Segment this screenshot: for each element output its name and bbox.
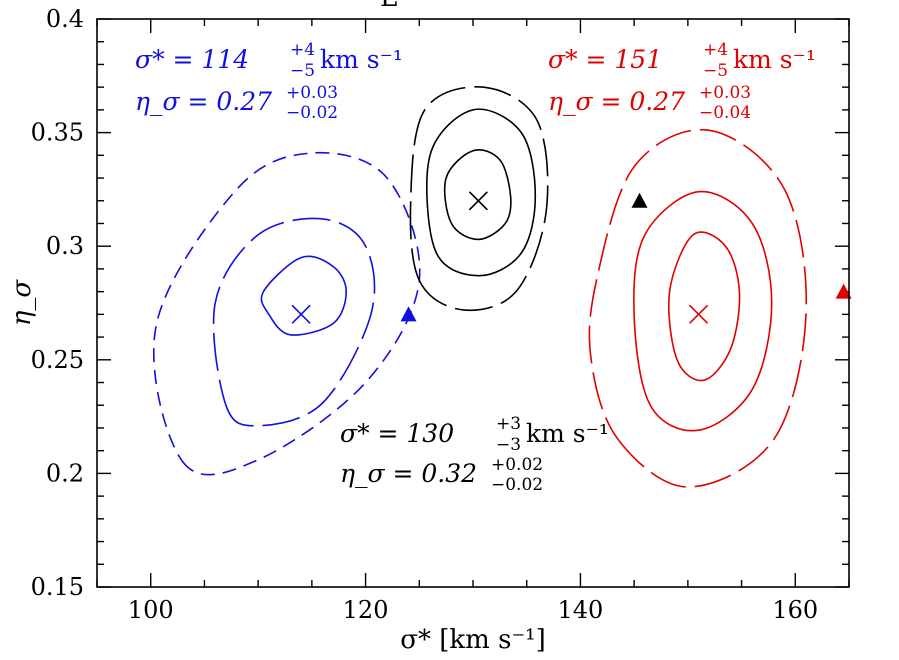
- red-eta-sub: −0.04: [699, 103, 751, 123]
- red-sigma-unit: km s⁻¹: [733, 45, 816, 74]
- black-contour-3: [409, 86, 549, 312]
- x-tick-label: 120: [343, 596, 389, 624]
- blue-eta-label: η_σ = 0.27: [135, 87, 272, 116]
- blue-sigma-sub: −5: [290, 61, 315, 81]
- blue-annotation: σ* = 114 +4 −5 km s⁻¹ η_σ = 0.27 +0.03 −…: [135, 40, 403, 123]
- red-contour-1: [668, 231, 741, 382]
- y-tick-label: 0.25: [31, 346, 84, 374]
- blue-eta-sub: −0.02: [286, 103, 338, 123]
- y-tick-label: 0.35: [31, 119, 84, 147]
- blue-sigma-sup: +4: [290, 40, 315, 60]
- black-annotation: σ* = 130 +3 −3 km s⁻¹ η_σ = 0.32 +0.02 −…: [340, 414, 609, 495]
- red-triangle-marker: [835, 283, 852, 299]
- blue-sigma-label: σ* = 114: [135, 45, 249, 74]
- blue-best-fit-cross: [291, 304, 311, 324]
- red-sigma-sup: +4: [703, 40, 728, 60]
- black-eta-sub: −0.02: [491, 475, 543, 495]
- blue-contour-3: [153, 151, 421, 476]
- blue-eta-sup: +0.03: [286, 83, 338, 103]
- blue-triangle-marker: [400, 306, 417, 322]
- black-eta-label: η_σ = 0.32: [340, 459, 477, 488]
- black-best-fit-cross: [468, 191, 488, 211]
- red-eta-sup: +0.03: [699, 83, 751, 103]
- x-axis-title: σ* [km s⁻¹]: [400, 625, 545, 655]
- ticks-layer: 100 120 140 160 0.15 0.2 0.25 0.3 0.35 0.4: [31, 5, 850, 624]
- contours-layer: [153, 86, 808, 488]
- y-tick-label: 0.15: [31, 573, 84, 601]
- plot-frame: [96, 18, 850, 588]
- black-sigma-sub: −3: [496, 435, 521, 455]
- black-sigma-unit: km s⁻¹: [526, 419, 609, 448]
- black-contour-1: [443, 149, 512, 241]
- red-sigma-label: σ* = 151: [548, 45, 662, 74]
- y-tick-label: 0.2: [46, 459, 84, 487]
- y-tick-label: 0.3: [46, 232, 84, 260]
- red-eta-label: η_σ = 0.27: [548, 87, 685, 116]
- black-triangle-marker: [631, 192, 648, 208]
- black-contour-2: [426, 108, 537, 277]
- black-sigma-sup: +3: [496, 414, 521, 434]
- x-tick-label: 100: [128, 596, 174, 624]
- markers-layer: [291, 191, 852, 324]
- red-annotation: σ* = 151 +4 −5 km s⁻¹ η_σ = 0.27 +0.03 −…: [548, 40, 816, 123]
- black-sigma-label: σ* = 130: [340, 419, 454, 448]
- red-contour-2: [633, 190, 773, 432]
- blue-contour-2: [212, 217, 376, 427]
- red-best-fit-cross: [689, 304, 709, 324]
- blue-contour-1: [260, 255, 348, 336]
- y-axis-title: η_σ: [7, 279, 37, 327]
- red-sigma-sub: −5: [703, 61, 728, 81]
- blue-sigma-unit: km s⁻¹: [320, 45, 403, 74]
- x-tick-label: 140: [558, 596, 604, 624]
- y-tick-label: 0.4: [46, 5, 84, 33]
- chart-title-partial: L: [380, 0, 397, 13]
- red-contour-3: [588, 128, 808, 488]
- black-eta-sup: +0.02: [491, 455, 543, 475]
- x-tick-label: 160: [772, 596, 818, 624]
